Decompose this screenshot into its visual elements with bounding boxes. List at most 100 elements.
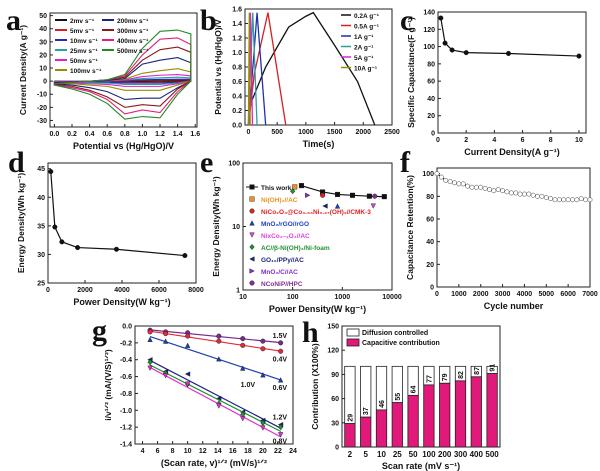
data-point (260, 338, 266, 344)
y-tick-label: -0.8 (120, 391, 132, 398)
plot-frame (47, 162, 197, 284)
x-axis-label: Power Density(W kg⁻¹) (73, 297, 170, 307)
x-tick-label: 1000 (335, 294, 351, 301)
data-point (587, 197, 593, 203)
x-tick-label: 6000 (560, 291, 576, 298)
data-point (278, 432, 284, 438)
data-point (535, 193, 540, 199)
data-point (469, 184, 475, 190)
bar-capacitive (407, 394, 419, 448)
data-point (278, 377, 284, 383)
data-point (260, 372, 266, 378)
data-point (298, 183, 304, 189)
x-tick-label: 6 (156, 448, 160, 455)
series-line (436, 173, 590, 201)
legend-label: Ni(OH)₂//AC (261, 197, 298, 204)
y-tick-label: 10 (39, 66, 47, 73)
data-point (517, 191, 523, 197)
legend-marker (249, 208, 255, 214)
data-point (460, 181, 466, 187)
y-tick-label: 50 (39, 13, 47, 20)
y-tick-label: 30 (37, 252, 45, 259)
y-tick-label: 40 (427, 96, 435, 103)
data-point (487, 187, 492, 192)
x-tick-label: 4 (492, 137, 496, 144)
legend-label: NixCo₃₋ₓO₄//AC (261, 233, 310, 240)
x-tick-label: 10000 (382, 294, 402, 301)
y-tick-label: 20 (427, 113, 435, 120)
data-point (381, 194, 387, 200)
data-point (526, 191, 532, 197)
panel-letter: c (400, 4, 413, 37)
y-tick-label: 100 (228, 161, 240, 168)
legend-label: 1A g⁻¹ (354, 34, 373, 41)
legend-label: NCoNiP//HPC (261, 281, 303, 288)
x-tick-label: 10 (377, 450, 386, 459)
x-tick-label: 2500 (384, 129, 400, 136)
bar-data-label: 79 (442, 373, 449, 381)
bar-data-label: 91 (490, 364, 497, 372)
legend-label: 2mv s⁻¹ (70, 18, 94, 25)
data-point (162, 373, 169, 379)
data-point (322, 203, 328, 209)
data-point (278, 340, 284, 346)
x-axis-label: (Scan rate, v)¹ᐟ² (mV/s)¹ᐟ² (161, 458, 267, 468)
y-tick-label: 120 (423, 27, 435, 34)
series-label: 0.8V (273, 439, 288, 446)
data-point (495, 187, 501, 192)
data-point (59, 239, 65, 245)
x-tick-label: 5000 (538, 291, 554, 298)
data-point (335, 191, 341, 197)
x-tick-label: 3000 (495, 291, 511, 298)
data-point (438, 15, 444, 21)
x-tick-label: 0.4 (85, 131, 95, 138)
series-line (301, 185, 385, 198)
y-tick-label: 20 (39, 52, 47, 59)
series-line (440, 17, 579, 57)
series-label: 0.4V (273, 356, 288, 363)
x-tick-label: 24 (289, 448, 297, 455)
data-point (530, 192, 536, 198)
y-tick-label: 0.0 (122, 324, 132, 331)
legend-swatch (346, 328, 360, 337)
x-tick-label: 2000 (473, 291, 489, 298)
data-point (147, 365, 153, 371)
data-point (185, 333, 191, 339)
y-tick-label: 10 (232, 224, 240, 231)
data-point (320, 192, 326, 198)
data-point (147, 336, 153, 342)
x-axis-label: Cycle number (484, 301, 544, 311)
bar-data-label: 55 (395, 393, 402, 401)
bar-capacitive (470, 376, 482, 448)
x-tick-label: 0.8 (120, 131, 130, 138)
legend-marker (249, 232, 255, 238)
legend-marker (249, 256, 255, 262)
y-tick-label: 1.6 (232, 7, 242, 14)
x-tick-label: 500 (485, 450, 499, 459)
y-tick-label: 1.4 (232, 21, 242, 28)
data-point (216, 356, 222, 362)
data-point (216, 338, 222, 344)
panel-b: b 0.0 0.2 0.4 0.6 0.8 1.0 1.2 1.4 1.6 0 500 1000 1500… (200, 4, 400, 149)
bar-data-label: 64 (411, 385, 418, 393)
x-tick-label: 0 (246, 129, 250, 136)
data-point (52, 224, 58, 230)
x-tick-label: 10 (184, 448, 192, 455)
plot-frame (437, 11, 587, 134)
y-axis-label: Energy Density(Wh kg⁻¹) (211, 176, 221, 277)
y-tick-label: 1.2 (232, 36, 242, 43)
y-tick-label: 45 (37, 166, 45, 173)
y-axis-label: Energy Density(Wh kg⁻¹) (16, 173, 26, 274)
x-tick-label: 50 (409, 450, 418, 459)
legend-marker (249, 268, 255, 274)
panel-letter: g (92, 314, 107, 347)
y-tick-label: -1.4 (120, 442, 132, 449)
data-point (278, 348, 284, 354)
data-point (456, 181, 462, 187)
legend-label: MnO₂/rGO//rGO (261, 221, 309, 228)
y-axis-label: Potential vs (Hg/HgO)/V (213, 19, 223, 115)
bar-capacitive (344, 423, 356, 448)
panel-letter: h (302, 316, 319, 349)
y-tick-label: -30 (37, 118, 47, 125)
y-tick-label: 60 (426, 217, 434, 224)
